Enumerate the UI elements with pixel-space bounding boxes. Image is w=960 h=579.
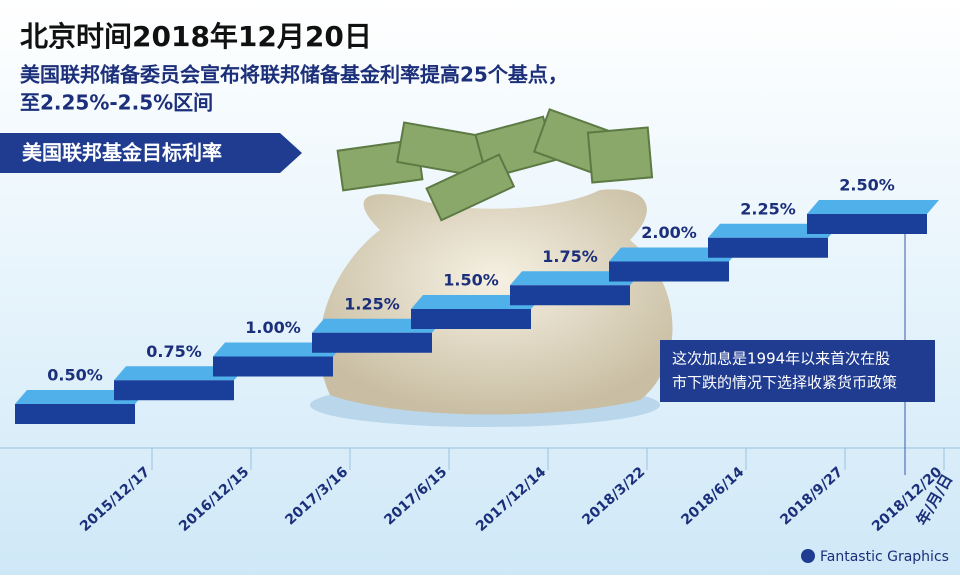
subtitle-line: 美国联邦储备委员会宣布将联邦储备基金利率提高25个基点， [20,63,568,87]
credit-icon [801,549,815,563]
annotation-box [660,340,935,402]
money-bag [310,108,673,427]
series-label: 美国联邦基金目标利率 [22,141,222,165]
annotation: 这次加息是1994年以来首次在股 [672,350,890,368]
step-front [609,261,729,282]
credit: Fantastic Graphics [820,549,949,565]
step-front [15,404,135,424]
step-front [213,356,333,377]
step-front [411,309,531,329]
title: 北京时间2018年12月20日 [20,20,372,53]
value-label: 1.75% [542,247,598,266]
value-label: 1.00% [245,318,301,337]
subtitle-line: 至2.25%-2.5%区间 [20,91,213,115]
value-label: 2.50% [839,176,895,195]
step-top [807,200,939,214]
step [312,318,444,353]
step-front [312,332,432,353]
step [807,200,939,234]
value-label: 2.00% [641,223,697,242]
value-label: 0.50% [47,366,103,385]
step-front [708,237,828,258]
step-front [114,380,234,401]
step-front [510,285,630,306]
value-label: 0.75% [146,342,202,361]
annotation: 市下跌的情况下选择收紧货币政策 [672,374,897,392]
series-banner [0,133,302,173]
step-front [807,214,927,234]
value-label: 1.50% [443,271,499,290]
value-label: 1.25% [344,294,400,313]
value-label: 2.25% [740,199,796,218]
steps [15,200,939,424]
step [15,390,147,424]
